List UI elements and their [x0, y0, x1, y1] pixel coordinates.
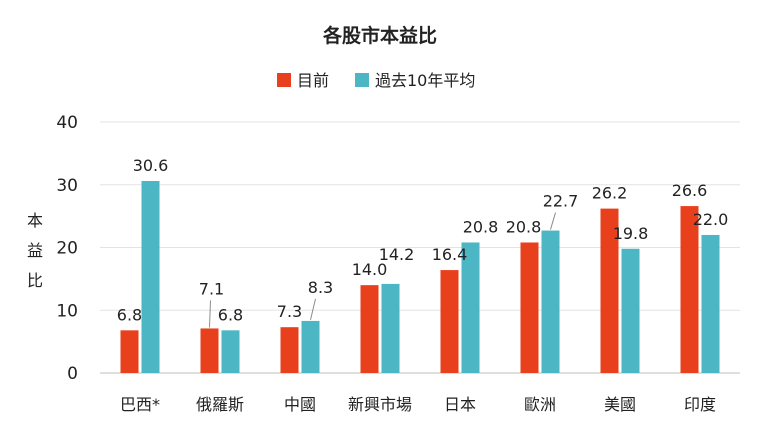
bar-10yr-avg-0: [141, 180, 160, 373]
data-label: 20.8: [463, 217, 499, 236]
y-tick-label: 20: [56, 239, 78, 259]
legend-swatch-current: [277, 73, 291, 87]
bar-10yr-avg-2: [301, 320, 320, 373]
data-label: 16.4: [432, 245, 468, 264]
bar-current-2: [280, 327, 299, 373]
data-label: 20.8: [506, 217, 542, 236]
x-category-label: 新興市場: [348, 395, 412, 414]
bar-current-1: [200, 328, 219, 373]
x-category-label: 中國: [284, 395, 316, 414]
y-axis-label-char: 益: [27, 241, 43, 260]
data-label: 14.2: [379, 245, 415, 264]
x-category-label: 歐洲: [524, 395, 556, 414]
chart-title: 各股市本益比: [322, 24, 437, 47]
bar-10yr-avg-3: [381, 283, 400, 373]
x-category-label: 巴西*: [120, 395, 160, 414]
y-axis-ticks: 0 10 20 30 40: [56, 113, 78, 384]
bar-current-0: [120, 330, 139, 373]
data-label: 30.6: [133, 156, 169, 175]
data-label: 7.1: [199, 279, 224, 298]
bar-10yr-avg-7: [701, 234, 720, 373]
legend: 目前 過去10年平均: [277, 71, 475, 90]
y-axis-label-char: 比: [27, 271, 43, 290]
legend-swatch-10yr-average: [355, 73, 369, 87]
legend-label-10yr-average: 過去10年平均: [375, 71, 475, 90]
data-label: 14.0: [352, 260, 388, 279]
data-labels: 6.830.67.16.8 7.38.314.014.2 16.420.8 20.82…: [117, 156, 729, 324]
bars: [120, 180, 720, 373]
data-label: 26.6: [672, 181, 708, 200]
bar-current-3: [360, 285, 379, 373]
y-tick-label: 0: [67, 364, 78, 384]
data-label: 22.7: [543, 192, 579, 211]
data-label: 7.3: [277, 302, 302, 321]
y-tick-label: 30: [56, 176, 78, 196]
data-label: 6.8: [218, 305, 243, 324]
label-leader-line: [310, 298, 316, 321]
data-label: 22.0: [693, 210, 729, 229]
y-tick-label: 10: [56, 301, 78, 321]
bar-current-4: [440, 270, 459, 373]
data-label: 8.3: [308, 278, 333, 297]
bar-10yr-avg-1: [221, 330, 240, 373]
y-axis-label-char: 本: [27, 211, 43, 230]
bar-10yr-avg-5: [541, 230, 560, 373]
x-category-label: 印度: [684, 395, 716, 414]
x-category-label: 日本: [444, 395, 476, 414]
label-leader-lines: [209, 212, 556, 328]
data-label: 6.8: [117, 305, 142, 324]
legend-label-current: 目前: [297, 71, 329, 90]
bar-current-6: [600, 208, 619, 373]
label-leader-line: [209, 300, 211, 328]
data-label: 19.8: [613, 224, 649, 243]
bar-current-7: [680, 206, 699, 373]
y-axis-label: 本 益 比: [27, 211, 43, 290]
x-axis-categories: 巴西* 俄羅斯 中國 新興市場 日本 歐洲 美國 印度: [120, 395, 716, 414]
bar-10yr-avg-6: [621, 248, 640, 373]
bar-10yr-avg-4: [461, 242, 480, 373]
gridlines: [100, 121, 740, 374]
data-label: 26.2: [592, 184, 628, 203]
x-category-label: 俄羅斯: [196, 395, 244, 414]
label-leader-line: [550, 212, 556, 230]
y-tick-label: 40: [56, 113, 78, 133]
x-category-label: 美國: [604, 395, 636, 414]
bar-current-5: [520, 242, 539, 373]
